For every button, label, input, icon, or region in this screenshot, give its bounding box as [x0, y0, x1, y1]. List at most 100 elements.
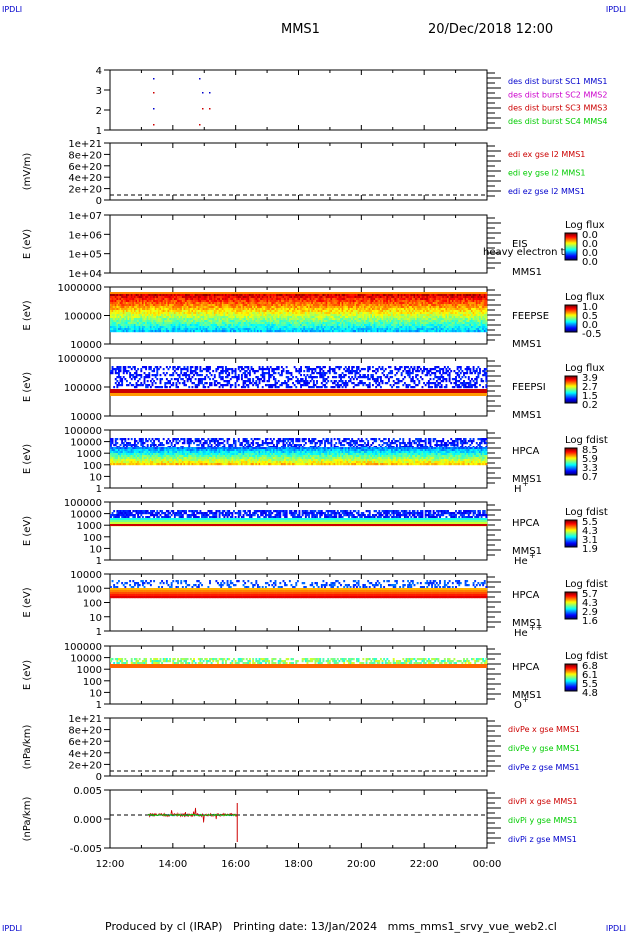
- heat-cell: [277, 314, 280, 317]
- heat-cell: [308, 298, 310, 301]
- heat-cell: [188, 328, 191, 331]
- datetime-title: 20/Dec/2018 12:00: [428, 22, 554, 37]
- heat-cell: [149, 296, 152, 299]
- heat-cell: [153, 302, 156, 305]
- heat-cell: [308, 324, 310, 327]
- heat-cell: [314, 302, 317, 305]
- heat-cell: [165, 298, 168, 301]
- heat-cell: [173, 304, 176, 307]
- heat-cell: [248, 304, 251, 307]
- heat-cell: [205, 296, 208, 299]
- heat-cell: [244, 300, 247, 303]
- burst-point: [153, 124, 155, 126]
- heat-cell: [172, 328, 175, 331]
- heat-cell: [319, 306, 322, 309]
- heat-cell: [322, 308, 325, 311]
- heat-cell: [298, 302, 301, 305]
- heat-cell: [271, 298, 274, 301]
- heat-cell: [191, 312, 194, 315]
- heat-cell: [301, 314, 304, 317]
- heat-cell: [327, 330, 330, 333]
- heat-cell: [292, 296, 295, 299]
- heat-cell: [253, 306, 256, 309]
- heat-cell: [268, 326, 271, 329]
- heat-cell: [194, 314, 197, 317]
- heat-cell: [197, 306, 200, 309]
- heat-cell: [130, 316, 133, 319]
- colorbar-cell: [565, 309, 577, 312]
- heat-cell: [258, 316, 261, 319]
- heat-cell: [148, 320, 151, 323]
- heat-cell: [151, 298, 154, 301]
- heat-cell: [320, 296, 323, 299]
- heat-cell: [280, 324, 283, 327]
- heat-cell: [300, 298, 302, 301]
- heat-cell: [193, 326, 195, 329]
- heat-cell: [181, 330, 184, 333]
- heat-cell: [125, 308, 128, 311]
- heat-cell: [295, 310, 298, 313]
- heat-cell: [311, 306, 314, 309]
- heat-cell: [146, 324, 149, 327]
- heat-cell: [162, 302, 165, 305]
- heat-cell: [330, 320, 333, 323]
- heat-cell: [204, 316, 207, 319]
- heat-cell: [170, 304, 173, 307]
- heat-cell: [226, 306, 229, 309]
- heat-cell: [129, 328, 132, 331]
- heat-cell: [154, 316, 157, 319]
- heat-cell: [244, 320, 247, 323]
- heat-cell: [277, 302, 280, 305]
- heat-cell: [170, 312, 173, 315]
- heat-cell: [215, 328, 218, 331]
- heat-cell: [114, 296, 117, 299]
- heat-cell: [260, 302, 263, 305]
- colorbar-cell: [565, 326, 577, 328]
- heat-cell: [333, 316, 336, 319]
- heat-cell: [213, 316, 216, 319]
- heat-cell: [185, 304, 187, 307]
- heat-cell: [226, 296, 229, 299]
- heat-cell: [328, 294, 331, 297]
- heat-cell: [137, 314, 140, 317]
- heat-cell: [304, 322, 307, 325]
- heat-cell: [178, 324, 181, 327]
- heat-cell: [252, 322, 255, 325]
- heat-cell: [220, 300, 223, 303]
- heat-cell: [175, 310, 178, 313]
- heat-cell: [240, 330, 243, 333]
- heat-cell: [338, 296, 341, 299]
- heat-cell: [304, 298, 307, 301]
- heat-cell: [145, 330, 148, 333]
- heat-cell: [223, 326, 226, 329]
- heat-cell: [205, 302, 208, 305]
- heat-cell: [202, 314, 205, 317]
- heat-cell: [172, 330, 175, 333]
- heat-cell: [236, 300, 239, 303]
- heat-cell: [180, 326, 183, 329]
- heat-cell: [132, 304, 135, 307]
- heat-cell: [325, 328, 328, 331]
- heat-cell: [298, 316, 301, 319]
- heat-cell: [114, 322, 117, 325]
- heat-cell: [186, 304, 189, 307]
- heat-cell: [119, 326, 122, 329]
- heat-cell: [320, 324, 323, 327]
- heat-cell: [157, 298, 160, 301]
- heat-cell: [261, 304, 264, 307]
- heat-cell: [220, 302, 223, 305]
- heat-cell: [141, 326, 144, 329]
- heat-cell: [288, 324, 291, 327]
- heat-cell: [209, 306, 211, 309]
- heat-cell: [301, 322, 304, 325]
- heat-cell: [316, 322, 318, 325]
- heat-cell: [316, 320, 318, 323]
- heat-cell: [122, 322, 125, 325]
- heat-cell: [279, 322, 282, 325]
- heat-cell: [325, 322, 328, 325]
- heat-cell: [137, 324, 140, 327]
- heat-cell: [298, 314, 301, 317]
- heat-cell: [335, 318, 338, 321]
- heat-cell: [269, 312, 272, 315]
